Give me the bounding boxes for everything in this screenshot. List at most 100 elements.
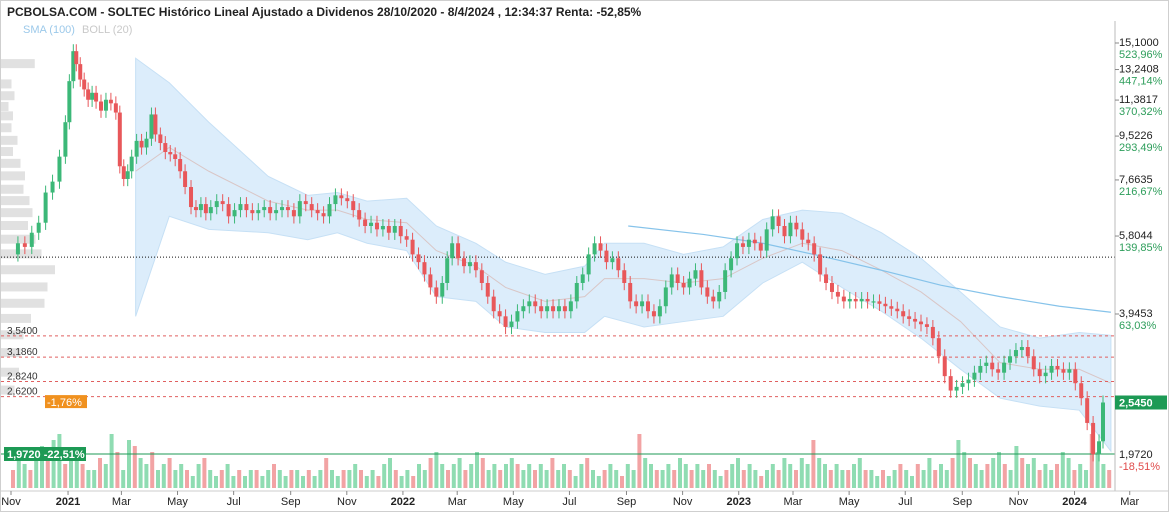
candle-body [203,204,208,214]
candle-body [622,270,627,283]
candle-body [497,311,502,317]
candle-body [485,282,490,297]
candle-body [966,379,971,384]
candle-body [220,201,225,205]
legend-boll[interactable]: BOLL (20) [82,24,133,36]
candle-body [1067,369,1072,373]
candle-body [628,282,633,302]
candle-body [467,262,472,267]
profile-bar [1,59,35,69]
volume-bar [979,470,984,488]
volume-bar [933,470,938,488]
candle-body [168,152,173,155]
volume-bar [863,470,868,488]
volume-bar [753,470,758,488]
volume-bar [950,458,955,488]
volume-bar [237,470,242,488]
low-price-label: 1,9720 [1119,449,1153,461]
candle-body [208,207,213,214]
volume-bar [231,476,236,488]
candle-body [108,99,113,104]
candle-body [327,204,332,217]
volume-bar [1089,434,1094,488]
volume-bar [51,440,56,488]
volume-bar [608,464,613,488]
volume-bar [521,470,526,488]
candles [15,44,1105,462]
legend-sma[interactable]: SMA (100) [23,24,75,36]
volume-bar [944,470,949,488]
bollinger-band [135,57,1112,453]
volume-bar [857,458,862,488]
volume-bars [11,434,1112,488]
candle-body [681,282,686,288]
candle-body [1031,356,1036,370]
volume-bar [614,470,619,488]
volume-bar [173,470,178,488]
candle-body [818,254,823,275]
candle-body [853,298,858,302]
volume-bar [730,464,735,488]
volume-bar [492,464,497,488]
volume-bar [910,476,914,488]
candle-body [574,282,579,302]
candle-body [392,226,397,233]
candle-body [901,311,906,317]
volume-profile [1,59,55,395]
candle-body [29,232,34,247]
volume-bar [695,464,700,488]
y-tick-pct: 216,67% [1119,186,1163,198]
x-tick-label: May [503,496,524,508]
candle-body [604,250,609,263]
profile-bar [1,171,25,181]
candle-body [693,270,698,279]
candle-body [515,311,520,322]
candle-body [705,287,710,297]
candle-body [1013,350,1018,357]
markers: -1,76% 1,9720 -22,51% 2,5450 1,9720-18,51% [4,395,1167,473]
volume-bar [289,470,294,488]
candle-body [144,138,149,148]
candle-body [996,369,1001,373]
x-tick-label: Mar [112,496,131,508]
volume-bar [799,458,804,488]
profile-bar [1,249,42,259]
y-tick-pct: 293,49% [1119,142,1163,154]
volume-bar [579,464,584,488]
candle-body [509,321,514,327]
candle-body [82,79,87,90]
volume-bar [498,470,503,488]
volume-bar [666,464,671,488]
x-tick-label: 2021 [56,496,80,508]
volume-bar [1107,470,1112,488]
candle-body [410,239,415,255]
profile-bar [1,135,18,145]
volume-bar [248,470,253,488]
volume-bar [921,470,926,488]
candle-body [948,376,953,391]
candle-body [158,134,163,144]
candle-body [113,103,118,113]
volume-bar [544,470,549,488]
candle-body [788,222,793,237]
volume-bar [915,464,920,488]
candle-body [580,274,585,283]
level-label: 2,6200 [7,387,38,398]
candle-body [687,278,692,288]
volume-bar [45,452,50,488]
candle-body [398,226,403,237]
candle-body [479,270,484,283]
x-tick-label: Nov [673,496,693,508]
candle-body [907,316,912,319]
volume-bar [1072,470,1077,488]
profile-bar [1,196,30,206]
profile-bar [1,348,21,358]
volume-bar [997,452,1001,488]
candle-body [67,81,72,123]
candle-body [740,243,745,247]
candle-body [729,258,734,271]
profile-bar [1,158,21,168]
candle-body [889,306,894,309]
volume-bar [840,470,845,488]
volume-bar [225,464,230,488]
